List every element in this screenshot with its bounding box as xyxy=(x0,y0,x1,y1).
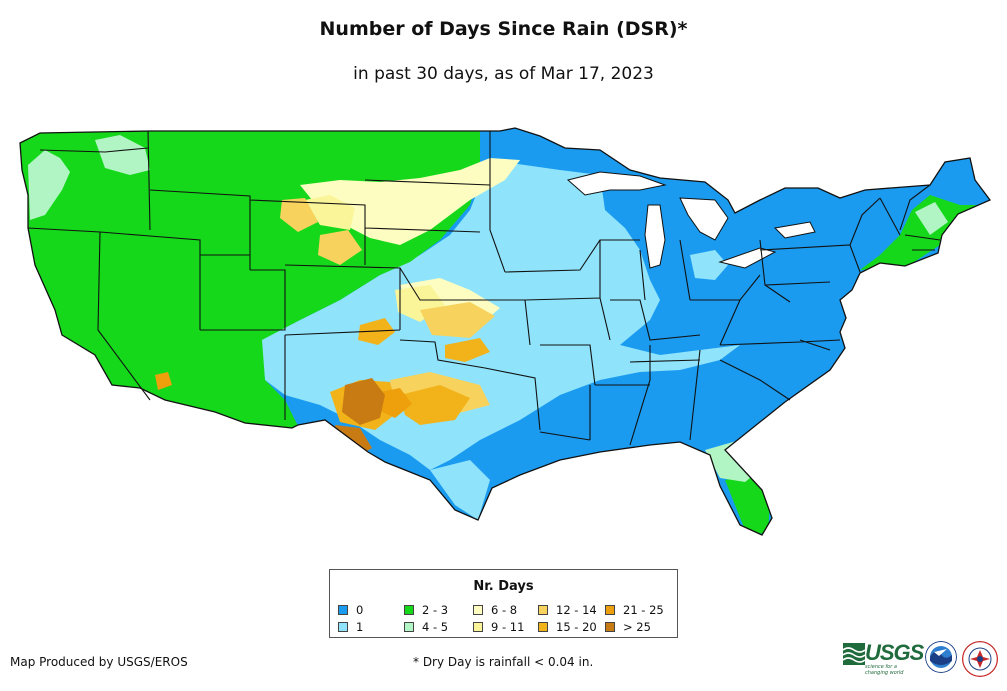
legend-swatch-21-25 xyxy=(605,605,615,615)
legend-item-4-5: 4 - 5 xyxy=(404,621,448,633)
legend-item-1: 1 xyxy=(338,621,363,633)
dsr-zone-1-day-michigan xyxy=(690,250,728,280)
usgs-tagline: science for a changing world xyxy=(865,664,904,676)
usgs-wordmark: USGS xyxy=(865,640,924,665)
map-credit: Map Produced by USGS/EROS xyxy=(10,655,188,669)
legend-item-15-20: 15 - 20 xyxy=(538,621,597,633)
legend-item-12-14: 12 - 14 xyxy=(538,604,597,616)
usgs-wave-icon xyxy=(843,643,865,665)
legend-item-6-8: 6 - 8 xyxy=(473,604,517,616)
dry-day-footnote: * Dry Day is rainfall < 0.04 in. xyxy=(413,655,594,669)
us-dsr-map xyxy=(19,127,991,536)
dsr-zone-21-25-days-texas xyxy=(378,388,412,418)
map-subtitle: in past 30 days, as of Mar 17, 2023 xyxy=(353,64,654,84)
dsr-zone-6-8-days-northern-plains xyxy=(300,158,520,245)
map-title: Number of Days Since Rain (DSR)* xyxy=(319,18,688,40)
legend-swatch-15-20 xyxy=(538,622,548,632)
legend: Nr. Days 0 1 2 - 3 4 - 5 6 - 8 9 - 11 12… xyxy=(329,569,678,638)
dsr-zone-12-14-days-wyoming xyxy=(280,198,318,232)
legend-swatch-1 xyxy=(338,622,348,632)
dsr-zone-4-5-days-pacific-nw xyxy=(28,150,70,220)
dsr-zone-12-14-days-oklahoma xyxy=(420,302,495,338)
lake-superior xyxy=(566,171,667,196)
legend-item-over-25: > 25 xyxy=(605,621,651,633)
lake-michigan xyxy=(644,204,666,269)
legend-item-21-25: 21 - 25 xyxy=(605,604,664,616)
dsr-zone-over-25-days-west-texas xyxy=(342,378,385,425)
lake-ontario xyxy=(773,221,816,239)
dsr-zone-21-25-days-arizona xyxy=(155,372,172,390)
dsr-zone-15-20-days-texas-central xyxy=(400,385,470,425)
nws-logo-icon xyxy=(962,641,998,677)
usgs-logo: USGS science for a changing world xyxy=(843,640,924,676)
dsr-zone-1-day-gulf xyxy=(430,460,490,520)
dsr-zone-15-20-days-oklahoma xyxy=(445,338,490,362)
legend-swatch-12-14 xyxy=(538,605,548,615)
dsr-zone-4-5-days-idaho xyxy=(95,135,150,175)
legend-item-0: 0 xyxy=(338,604,363,616)
legend-item-2-3: 2 - 3 xyxy=(404,604,448,616)
dsr-zone-2-3-days-florida xyxy=(725,475,770,535)
state-borders xyxy=(27,130,941,446)
legend-swatch-0 xyxy=(338,605,348,615)
noaa-logo-icon xyxy=(925,641,957,673)
lake-huron xyxy=(679,197,729,241)
legend-title: Nr. Days xyxy=(473,579,534,594)
dsr-zone-12-14-days-colorado xyxy=(318,230,362,265)
legend-swatch-4-5 xyxy=(404,622,414,632)
legend-swatch-6-8 xyxy=(473,605,483,615)
legend-swatch-over-25 xyxy=(605,622,615,632)
legend-swatch-2-3 xyxy=(404,605,414,615)
dsr-zone-4-5-days-new-england xyxy=(915,202,948,235)
legend-swatch-9-11 xyxy=(473,622,483,632)
legend-item-9-11: 9 - 11 xyxy=(473,621,524,633)
